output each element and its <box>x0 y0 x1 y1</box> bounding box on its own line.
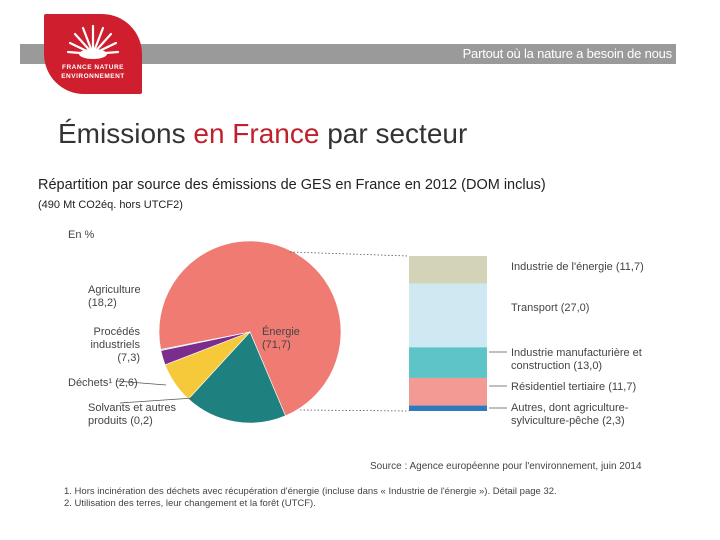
page-title: Émissions en France par secteur <box>58 118 467 150</box>
breakdown-segment-transport-27-0 <box>409 283 487 348</box>
breakdown-label-industrie-manufacturiere-line2: construction (13,0) <box>511 360 603 372</box>
label-solvants-line2: produits (0,2) <box>88 415 153 427</box>
source-note: Source : Agence européenne pour l'enviro… <box>370 461 642 472</box>
pie-slice-agriculture <box>188 331 286 424</box>
label-procedes: Procédés industriels (7,3) <box>82 326 140 365</box>
breakdown-label-autres-line2: sylviculture-pêche (2,3) <box>511 415 625 427</box>
logo-line2: ENVIRONNEMENT <box>61 73 125 80</box>
pie-label-tick-2 <box>119 397 195 404</box>
pie-slice-energie <box>158 240 342 417</box>
label-solvants-line1: Solvants et autres <box>88 402 177 414</box>
breakdown-label-residentiel: Résidentiel tertiaire (11,7) <box>511 381 637 393</box>
tagline: Partout où la nature a besoin de nous <box>462 46 673 61</box>
label-dechets: Déchets¹ (2,6) <box>68 377 138 389</box>
label-energie-name: Énergie <box>262 326 300 338</box>
title-accent: en France <box>193 118 320 149</box>
breakdown-label-industrie-energie: Industrie de l'énergie (11,7) <box>511 261 644 273</box>
label-solvants: Solvants et autres produits (0,2) <box>88 402 176 428</box>
breakdown-segment-autres-dont-agriculture-sylviculture-peche-2-3 <box>409 405 487 411</box>
breakdown-label-autres-line1: Autres, dont agriculture- <box>511 402 629 414</box>
logo-line1: FRANCE NATURE <box>62 64 124 71</box>
label-agriculture: Agriculture (18,2) <box>88 284 141 310</box>
breakdown-segment-industrie-de-l-energie-11-7 <box>409 256 487 284</box>
title-part2: par secteur <box>327 118 468 149</box>
breakdown-segment-industrie-manufacturiere-et-construction-13-0 <box>409 347 487 378</box>
footnote-1: 1. Hors incinération des déchets avec ré… <box>64 486 557 497</box>
hedgehog-icon <box>66 24 120 59</box>
label-energie: Énergie (71,7) <box>262 326 300 352</box>
label-procedes-line2: industriels <box>90 339 140 351</box>
breakdown-label-industrie-manufacturiere-line1: Industrie manufacturière et <box>511 347 642 359</box>
label-procedes-value: (7,3) <box>117 352 140 364</box>
connector-line-top <box>289 251 410 257</box>
label-energie-value: (71,7) <box>262 339 291 351</box>
breakdown-label-transport: Transport (27,0) <box>511 302 590 314</box>
breakdown-label-industrie-manufacturiere: Industrie manufacturière et construction… <box>511 347 642 373</box>
breakdown-label-autres: Autres, dont agriculture- sylviculture-p… <box>511 402 628 428</box>
label-agriculture-name: Agriculture <box>88 284 141 296</box>
header-band <box>20 44 676 64</box>
fne-logo: FRANCE NATURE ENVIRONNEMENT <box>44 14 142 94</box>
unit-label: En % <box>68 229 95 241</box>
chart-subnote: (490 Mt CO2éq. hors UTCF2) <box>38 199 183 211</box>
breakdown-segment-residentiel-tertiaire-11-7 <box>409 377 487 406</box>
label-procedes-line1: Procédés <box>93 326 140 338</box>
connector-line-bottom <box>299 409 410 412</box>
pie-slice-solvants-et-autres-produits <box>160 331 251 351</box>
chart-subtitle: Répartition par source des émissions de … <box>38 177 546 193</box>
title-part1: Émissions <box>58 118 186 149</box>
footnote-2: 2. Utilisation des terres, leur changeme… <box>64 498 316 509</box>
pie-label-tick-1 <box>115 380 167 386</box>
label-agriculture-value: (18,2) <box>88 297 117 309</box>
